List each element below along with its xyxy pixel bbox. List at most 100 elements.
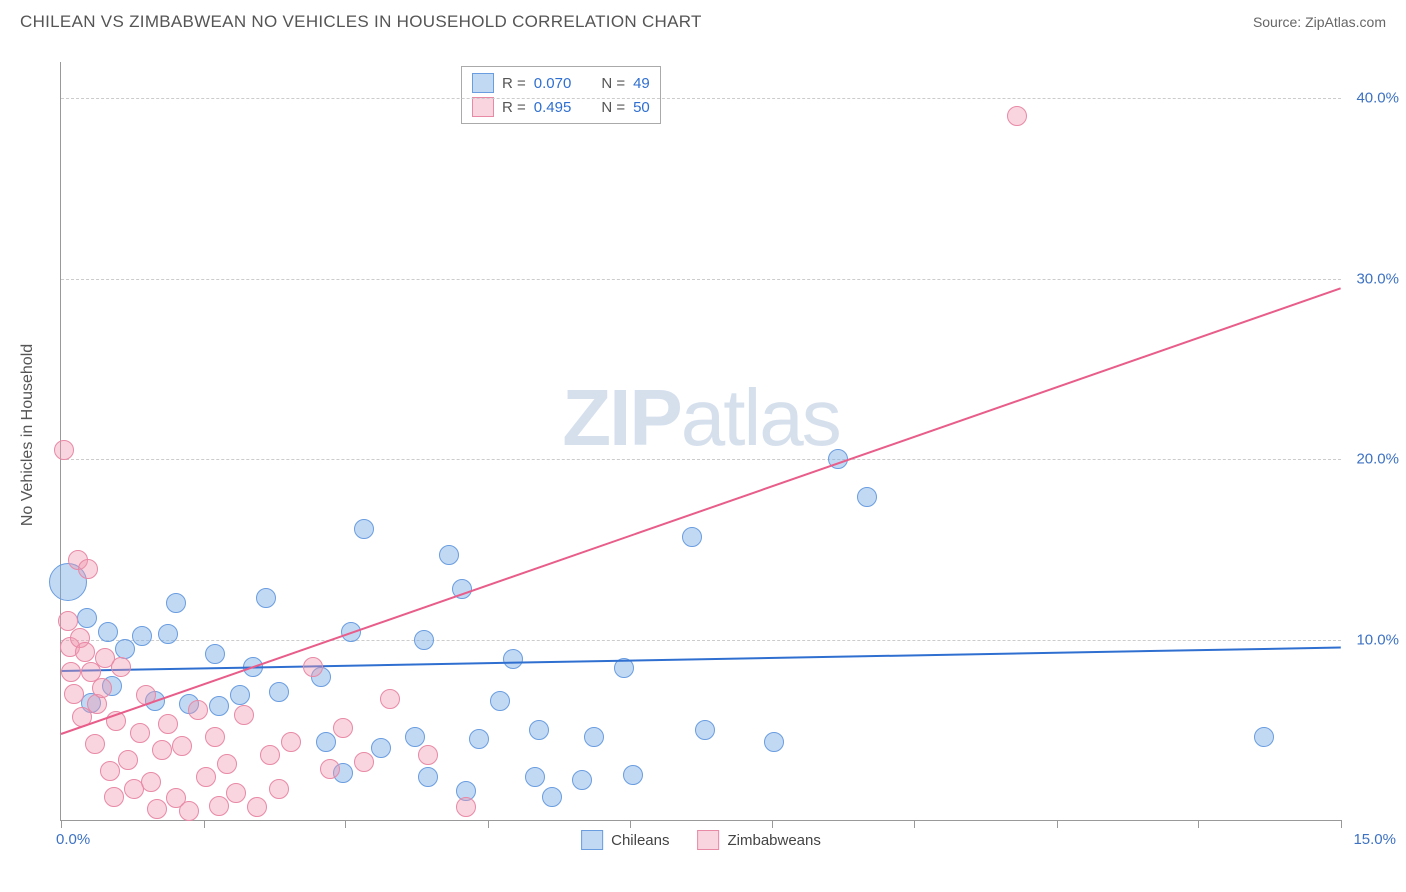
chart-title: CHILEAN VS ZIMBABWEAN NO VEHICLES IN HOU… bbox=[20, 12, 702, 32]
y-tick-label: 30.0% bbox=[1356, 270, 1399, 287]
data-point bbox=[147, 799, 167, 819]
data-point bbox=[380, 689, 400, 709]
data-point bbox=[115, 639, 135, 659]
y-tick-label: 10.0% bbox=[1356, 631, 1399, 648]
trend-line bbox=[61, 288, 1342, 736]
data-point bbox=[623, 765, 643, 785]
legend-item: Zimbabweans bbox=[697, 830, 820, 850]
watermark-zip: ZIP bbox=[562, 373, 680, 462]
x-tick bbox=[1341, 820, 1342, 828]
data-point bbox=[234, 705, 254, 725]
data-point bbox=[260, 745, 280, 765]
data-point bbox=[158, 714, 178, 734]
x-tick bbox=[630, 820, 631, 828]
data-point bbox=[209, 696, 229, 716]
data-point bbox=[405, 727, 425, 747]
data-point bbox=[320, 759, 340, 779]
data-point bbox=[188, 700, 208, 720]
source-label: Source: ZipAtlas.com bbox=[1253, 14, 1386, 30]
x-tick bbox=[488, 820, 489, 828]
data-point bbox=[354, 519, 374, 539]
data-point bbox=[75, 642, 95, 662]
x-tick bbox=[1057, 820, 1058, 828]
data-point bbox=[418, 767, 438, 787]
data-point bbox=[456, 797, 476, 817]
y-tick-label: 40.0% bbox=[1356, 90, 1399, 107]
stat-value: 50 bbox=[633, 99, 650, 116]
data-point bbox=[64, 684, 84, 704]
stat-label: N = bbox=[601, 75, 625, 92]
data-point bbox=[281, 732, 301, 752]
data-point bbox=[542, 787, 562, 807]
data-point bbox=[158, 624, 178, 644]
y-axis-label: No Vehicles in Household bbox=[19, 344, 37, 526]
data-point bbox=[179, 801, 199, 821]
gridline bbox=[61, 279, 1341, 280]
chart-container: No Vehicles in Household ZIPatlas R = 0.… bbox=[50, 50, 1350, 820]
data-point bbox=[205, 727, 225, 747]
x-tick-label: 15.0% bbox=[1353, 831, 1396, 848]
data-point bbox=[316, 732, 336, 752]
data-point bbox=[354, 752, 374, 772]
data-point bbox=[1007, 106, 1027, 126]
swatch-icon bbox=[472, 73, 494, 93]
y-tick-label: 20.0% bbox=[1356, 451, 1399, 468]
data-point bbox=[104, 787, 124, 807]
data-point bbox=[130, 723, 150, 743]
data-point bbox=[529, 720, 549, 740]
data-point bbox=[118, 750, 138, 770]
data-point bbox=[226, 783, 246, 803]
data-point bbox=[256, 588, 276, 608]
stats-legend-box: R = 0.070 N = 49 R = 0.495 N = 50 bbox=[461, 66, 661, 124]
legend-label: Zimbabweans bbox=[727, 832, 820, 849]
data-point bbox=[85, 734, 105, 754]
x-tick bbox=[1198, 820, 1199, 828]
stat-value: 49 bbox=[633, 75, 650, 92]
data-point bbox=[92, 678, 112, 698]
stat-label: R = bbox=[502, 99, 526, 116]
data-point bbox=[166, 593, 186, 613]
data-point bbox=[414, 630, 434, 650]
stat-label: N = bbox=[601, 99, 625, 116]
plot-area: ZIPatlas R = 0.070 N = 49 R = 0.495 N = … bbox=[60, 62, 1341, 821]
stat-label: R = bbox=[502, 75, 526, 92]
x-tick-label: 0.0% bbox=[56, 831, 90, 848]
data-point bbox=[269, 779, 289, 799]
data-point bbox=[764, 732, 784, 752]
data-point bbox=[230, 685, 250, 705]
x-tick bbox=[914, 820, 915, 828]
watermark-atlas: atlas bbox=[681, 373, 840, 462]
data-point bbox=[303, 657, 323, 677]
data-point bbox=[333, 718, 353, 738]
data-point bbox=[439, 545, 459, 565]
data-point bbox=[490, 691, 510, 711]
x-tick bbox=[772, 820, 773, 828]
legend-label: Chileans bbox=[611, 832, 669, 849]
data-point bbox=[132, 626, 152, 646]
data-point bbox=[503, 649, 523, 669]
data-point bbox=[54, 440, 74, 460]
data-point bbox=[371, 738, 391, 758]
data-point bbox=[61, 662, 81, 682]
data-point bbox=[695, 720, 715, 740]
legend: Chileans Zimbabweans bbox=[581, 830, 821, 850]
gridline bbox=[61, 640, 1341, 641]
data-point bbox=[98, 622, 118, 642]
data-point bbox=[418, 745, 438, 765]
data-point bbox=[572, 770, 592, 790]
data-point bbox=[584, 727, 604, 747]
swatch-icon bbox=[697, 830, 719, 850]
x-tick bbox=[204, 820, 205, 828]
legend-item: Chileans bbox=[581, 830, 669, 850]
data-point bbox=[469, 729, 489, 749]
data-point bbox=[682, 527, 702, 547]
data-point bbox=[205, 644, 225, 664]
data-point bbox=[269, 682, 289, 702]
x-tick bbox=[345, 820, 346, 828]
data-point bbox=[141, 772, 161, 792]
swatch-icon bbox=[581, 830, 603, 850]
stat-value: 0.070 bbox=[534, 75, 572, 92]
data-point bbox=[209, 796, 229, 816]
swatch-icon bbox=[472, 97, 494, 117]
data-point bbox=[1254, 727, 1274, 747]
